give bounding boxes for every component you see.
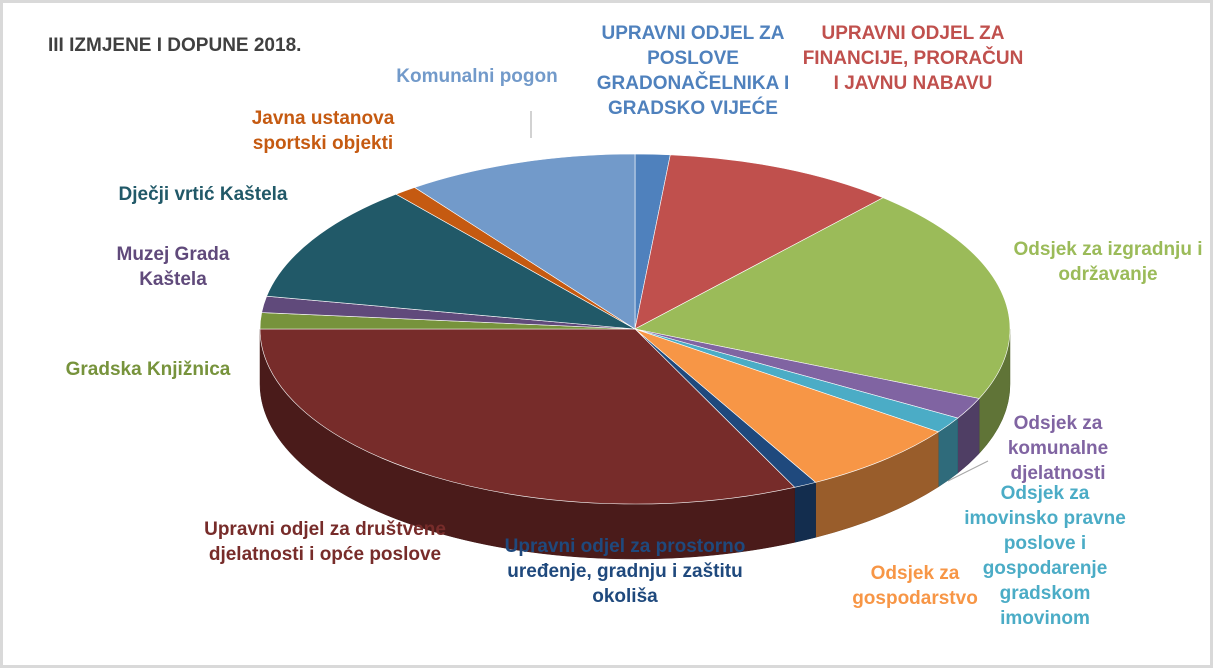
slice-top [634,197,1011,399]
chart-title: III IZMJENE I DOPUNE 2018. [48,35,302,56]
slice-top [259,328,796,505]
slice-side [794,482,816,543]
slice-label: Odsjek za gospodarstvo [852,563,978,609]
slice-top [634,154,884,330]
slice-label: Javna ustanova sportski objekti [251,108,395,154]
pie-area [259,111,1011,560]
slice-label: Muzej Grada Kaštela [116,244,230,290]
slice [259,328,796,505]
slice [634,154,884,330]
slice-label: Dječji vrtić Kaštela [118,184,288,205]
slice [634,197,1011,399]
slice-top [634,328,940,483]
slice-label: Odsjek za komunalne djelatnosti [1007,413,1109,484]
pie-sides [259,328,1011,560]
slice-label: UPRAVNI ODJEL ZA POSLOVE GRADONAČELNIKA … [596,23,790,119]
slice-label: UPRAVNI ODJEL ZA FINANCIJE, PRORAČUN I J… [802,23,1024,94]
slice-top [266,193,636,330]
slice-label: Odsjek za imovinsko pravne poslove i gos… [964,483,1126,629]
slice-top [413,153,636,330]
slice [634,328,940,483]
slice [413,153,636,330]
slice [266,193,636,330]
slice-label: Gradska Knjižnica [65,359,231,380]
pie-tops [259,153,1011,505]
slice-label: Upravni odjel za prostorno uređenje, gra… [504,536,746,607]
leader-line [947,460,989,482]
slice-label: Upravni odjel za društvene djelatnosti i… [204,519,446,565]
slice-label: Komunalni pogon [396,66,558,87]
slice-label: Odsjek za izgradnju i održavanje [1013,239,1203,285]
